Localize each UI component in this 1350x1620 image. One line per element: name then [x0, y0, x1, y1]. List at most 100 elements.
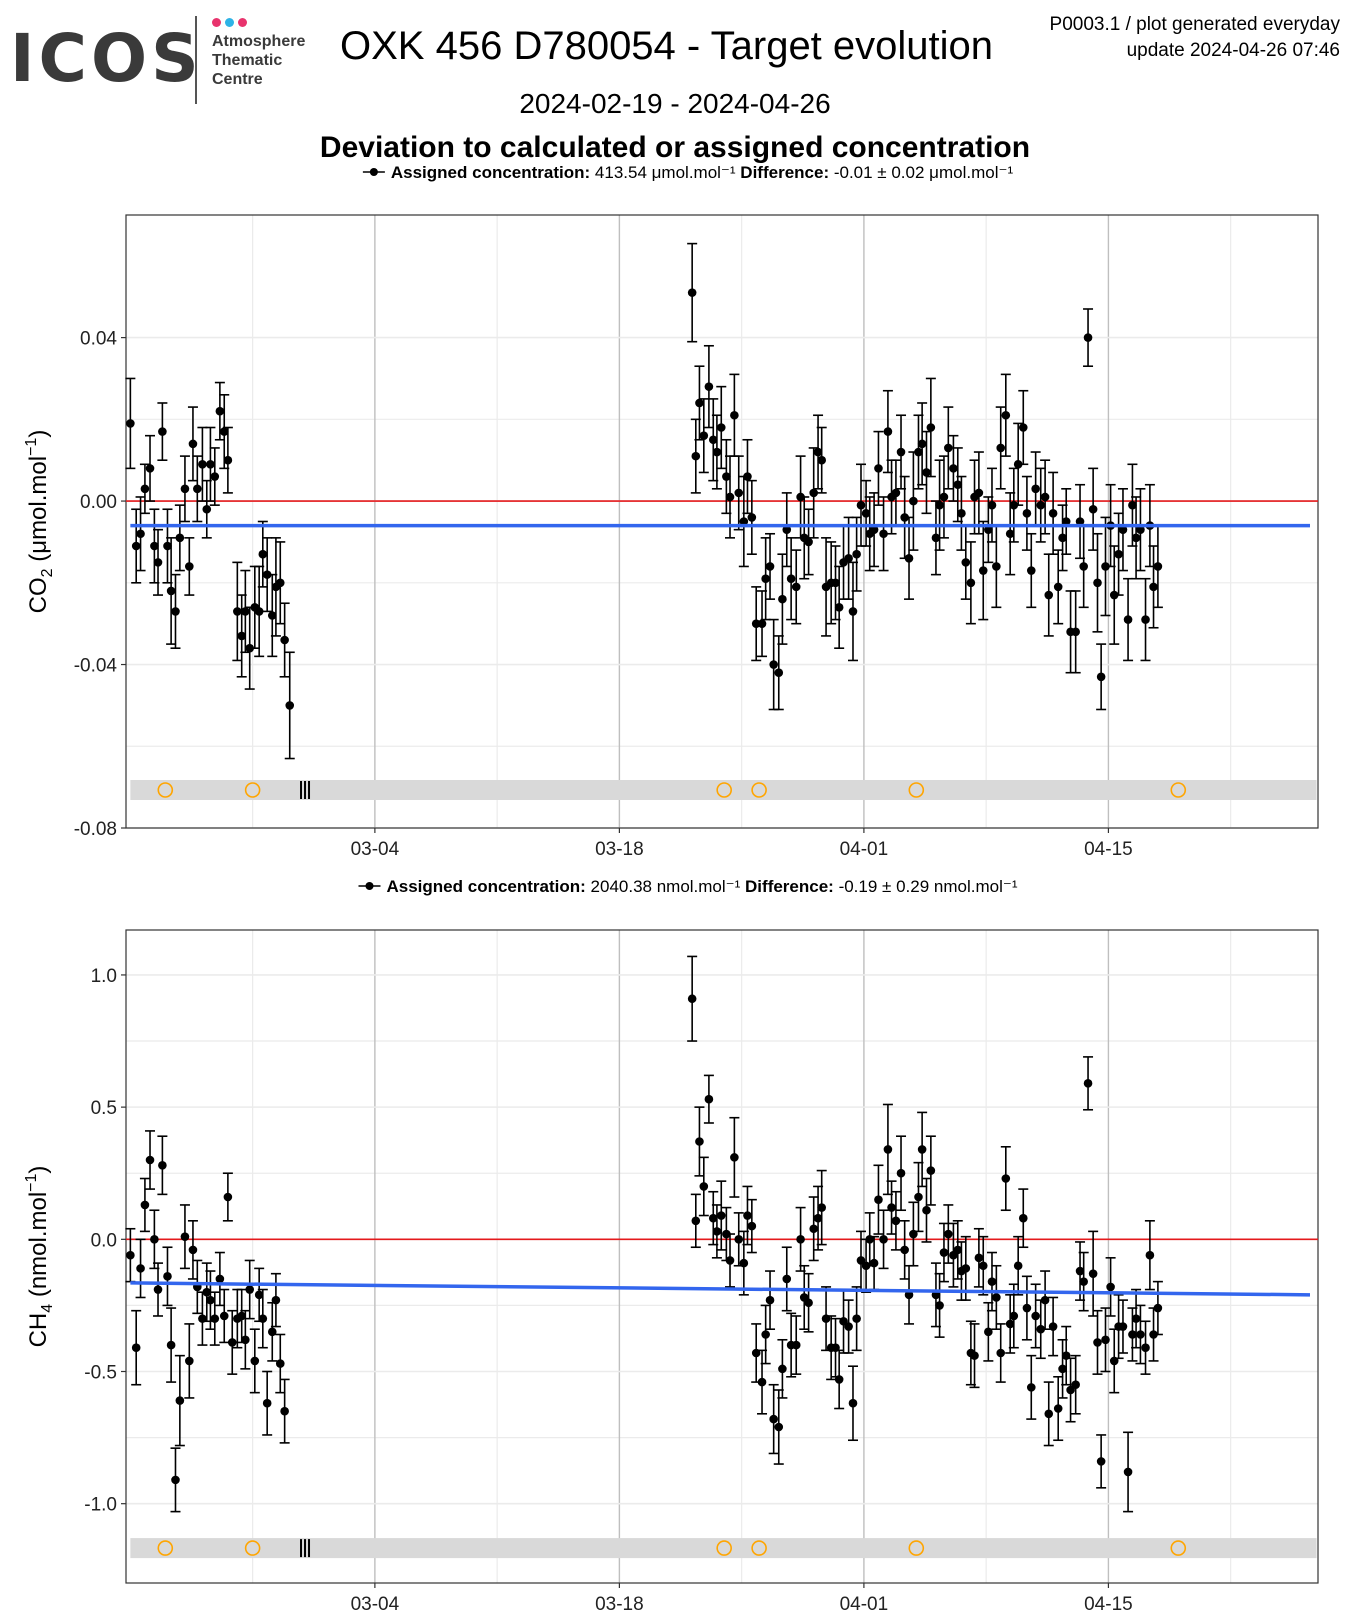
- point-marker: [743, 472, 752, 481]
- point-marker: [171, 607, 180, 616]
- point-marker: [926, 423, 936, 432]
- point-marker: [271, 1295, 281, 1305]
- data-point: [135, 1238, 146, 1299]
- data-point: [834, 565, 845, 649]
- x-tick-label: 04-01: [840, 1594, 889, 1615]
- data-point: [153, 1262, 164, 1317]
- trend-line: [130, 1281, 1311, 1297]
- data-point: [795, 1206, 806, 1272]
- point-marker: [909, 496, 918, 506]
- data-point: [174, 504, 185, 572]
- point-marker: [1005, 1319, 1015, 1329]
- data-point: [1083, 308, 1094, 368]
- point-marker: [844, 1322, 853, 1331]
- data-point: [904, 516, 915, 600]
- point-marker: [817, 455, 826, 465]
- point-marker: [704, 1094, 714, 1104]
- data-point: [799, 1264, 810, 1331]
- point-marker: [140, 1200, 150, 1210]
- y-axis-label: CH4 (nmol.mol−1): [23, 1166, 56, 1348]
- data-point: [808, 447, 819, 539]
- point-marker: [914, 447, 923, 457]
- data-point: [746, 1198, 757, 1254]
- data-point: [816, 1169, 827, 1246]
- point-marker: [699, 431, 709, 440]
- point-marker: [1075, 1266, 1085, 1276]
- point-marker: [1118, 525, 1128, 534]
- point-marker: [695, 398, 704, 408]
- point-marker: [140, 484, 150, 494]
- data-point: [236, 1288, 247, 1344]
- point-marker: [716, 1211, 726, 1220]
- data-point: [209, 1291, 220, 1346]
- point-marker: [712, 1227, 722, 1236]
- point-marker: [163, 541, 172, 551]
- data-point: [803, 508, 814, 576]
- point-marker: [158, 427, 167, 436]
- data-point: [1117, 488, 1128, 572]
- flag-band: [130, 1538, 1317, 1559]
- point-marker: [834, 603, 844, 612]
- point-marker: [136, 1264, 145, 1273]
- point-marker: [245, 643, 255, 653]
- data-point: [869, 1235, 880, 1291]
- point-marker: [1153, 562, 1163, 571]
- flag-circle: [244, 782, 261, 798]
- panel-border: [125, 214, 1319, 829]
- point-marker: [233, 607, 242, 616]
- data-point: [149, 1209, 160, 1270]
- point-marker: [725, 492, 735, 502]
- point-marker: [996, 443, 1006, 453]
- point-marker: [1066, 1385, 1075, 1395]
- data-point: [1148, 545, 1159, 629]
- data-point: [232, 561, 243, 662]
- point-marker: [970, 1351, 979, 1360]
- data-point: [236, 594, 247, 678]
- legend-key-point: [365, 882, 374, 890]
- logo-dots: [212, 14, 251, 32]
- data-point: [262, 537, 273, 613]
- x-tick-label: 03-04: [351, 1594, 400, 1615]
- flag-circle: [908, 1540, 925, 1556]
- data-point: [254, 565, 265, 658]
- page-title: OXK 456 D780054 - Target evolution: [340, 24, 994, 68]
- data-point: [139, 1177, 150, 1233]
- point-marker: [699, 1182, 709, 1191]
- data-point: [1152, 1280, 1163, 1336]
- data-point: [262, 1370, 273, 1436]
- point-marker: [1018, 423, 1028, 432]
- legend: Assigned concentration: 2040.38 nmol.mol…: [387, 877, 1018, 896]
- data-point: [205, 426, 216, 502]
- logo-caption-line: Atmosphere: [212, 33, 306, 50]
- data-point: [162, 1246, 173, 1307]
- flag-circle: [908, 782, 925, 798]
- y-axis-label-superscript: −1: [23, 438, 40, 456]
- point-marker: [254, 1290, 264, 1300]
- data-point: [1144, 1220, 1155, 1291]
- point-marker: [848, 607, 858, 616]
- point-marker: [131, 1343, 141, 1353]
- point-marker: [163, 1272, 172, 1281]
- data-point: [991, 1264, 1002, 1331]
- point-marker: [202, 1287, 212, 1297]
- point-marker: [1141, 1343, 1150, 1353]
- data-point: [742, 438, 753, 515]
- data-point: [1000, 1145, 1011, 1212]
- point-marker: [778, 1364, 787, 1374]
- data-point: [834, 1349, 845, 1410]
- data-point: [843, 1299, 854, 1354]
- data-point: [170, 1447, 181, 1513]
- data-point: [1092, 1309, 1103, 1375]
- point-marker: [1031, 484, 1040, 494]
- data-point: [184, 1323, 195, 1399]
- data-point: [821, 1286, 832, 1352]
- data-point: [896, 1135, 907, 1212]
- data-point: [214, 1251, 225, 1307]
- point-marker: [804, 1298, 813, 1308]
- data-point: [187, 1220, 198, 1280]
- point-marker: [131, 541, 141, 551]
- point-marker: [145, 1155, 155, 1165]
- point-marker: [944, 1229, 953, 1239]
- point-marker: [734, 1235, 744, 1244]
- point-marker: [725, 1256, 735, 1265]
